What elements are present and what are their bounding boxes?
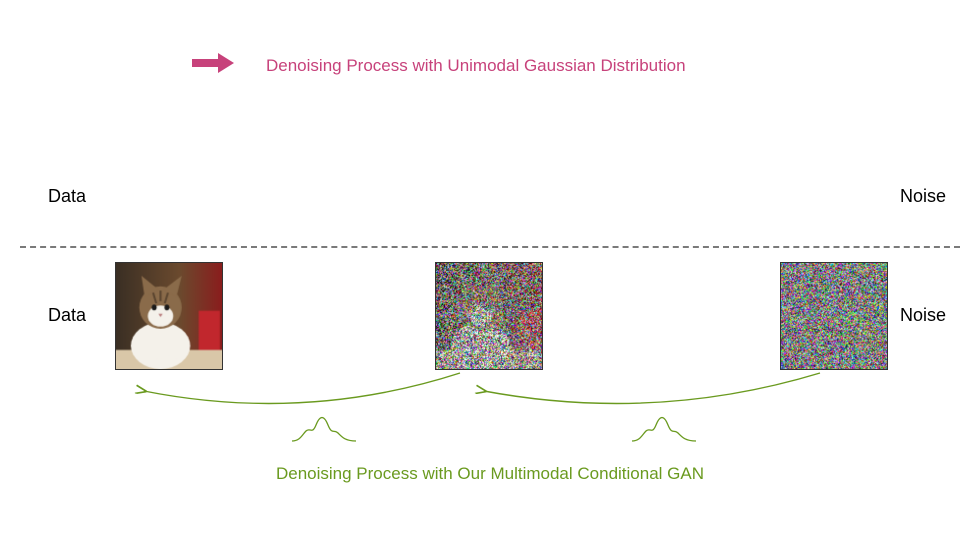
multimodal-distribution-icon — [290, 413, 360, 445]
image-pure-noise — [780, 262, 888, 370]
multimodal-distribution-icon — [630, 413, 700, 445]
legend-arrow-icon — [190, 52, 236, 79]
image-clean — [115, 262, 223, 370]
image-noisy — [435, 262, 543, 370]
bottom-caption: Denoising Process with Our Multimodal Co… — [0, 464, 980, 484]
label-noise-bottom: Noise — [900, 305, 946, 326]
label-noise-top: Noise — [900, 186, 946, 207]
label-data-bottom: Data — [48, 305, 86, 326]
label-data-top: Data — [48, 186, 86, 207]
legend-text: Denoising Process with Unimodal Gaussian… — [266, 56, 686, 76]
legend-row: Denoising Process with Unimodal Gaussian… — [190, 52, 686, 79]
section-divider — [20, 246, 960, 248]
